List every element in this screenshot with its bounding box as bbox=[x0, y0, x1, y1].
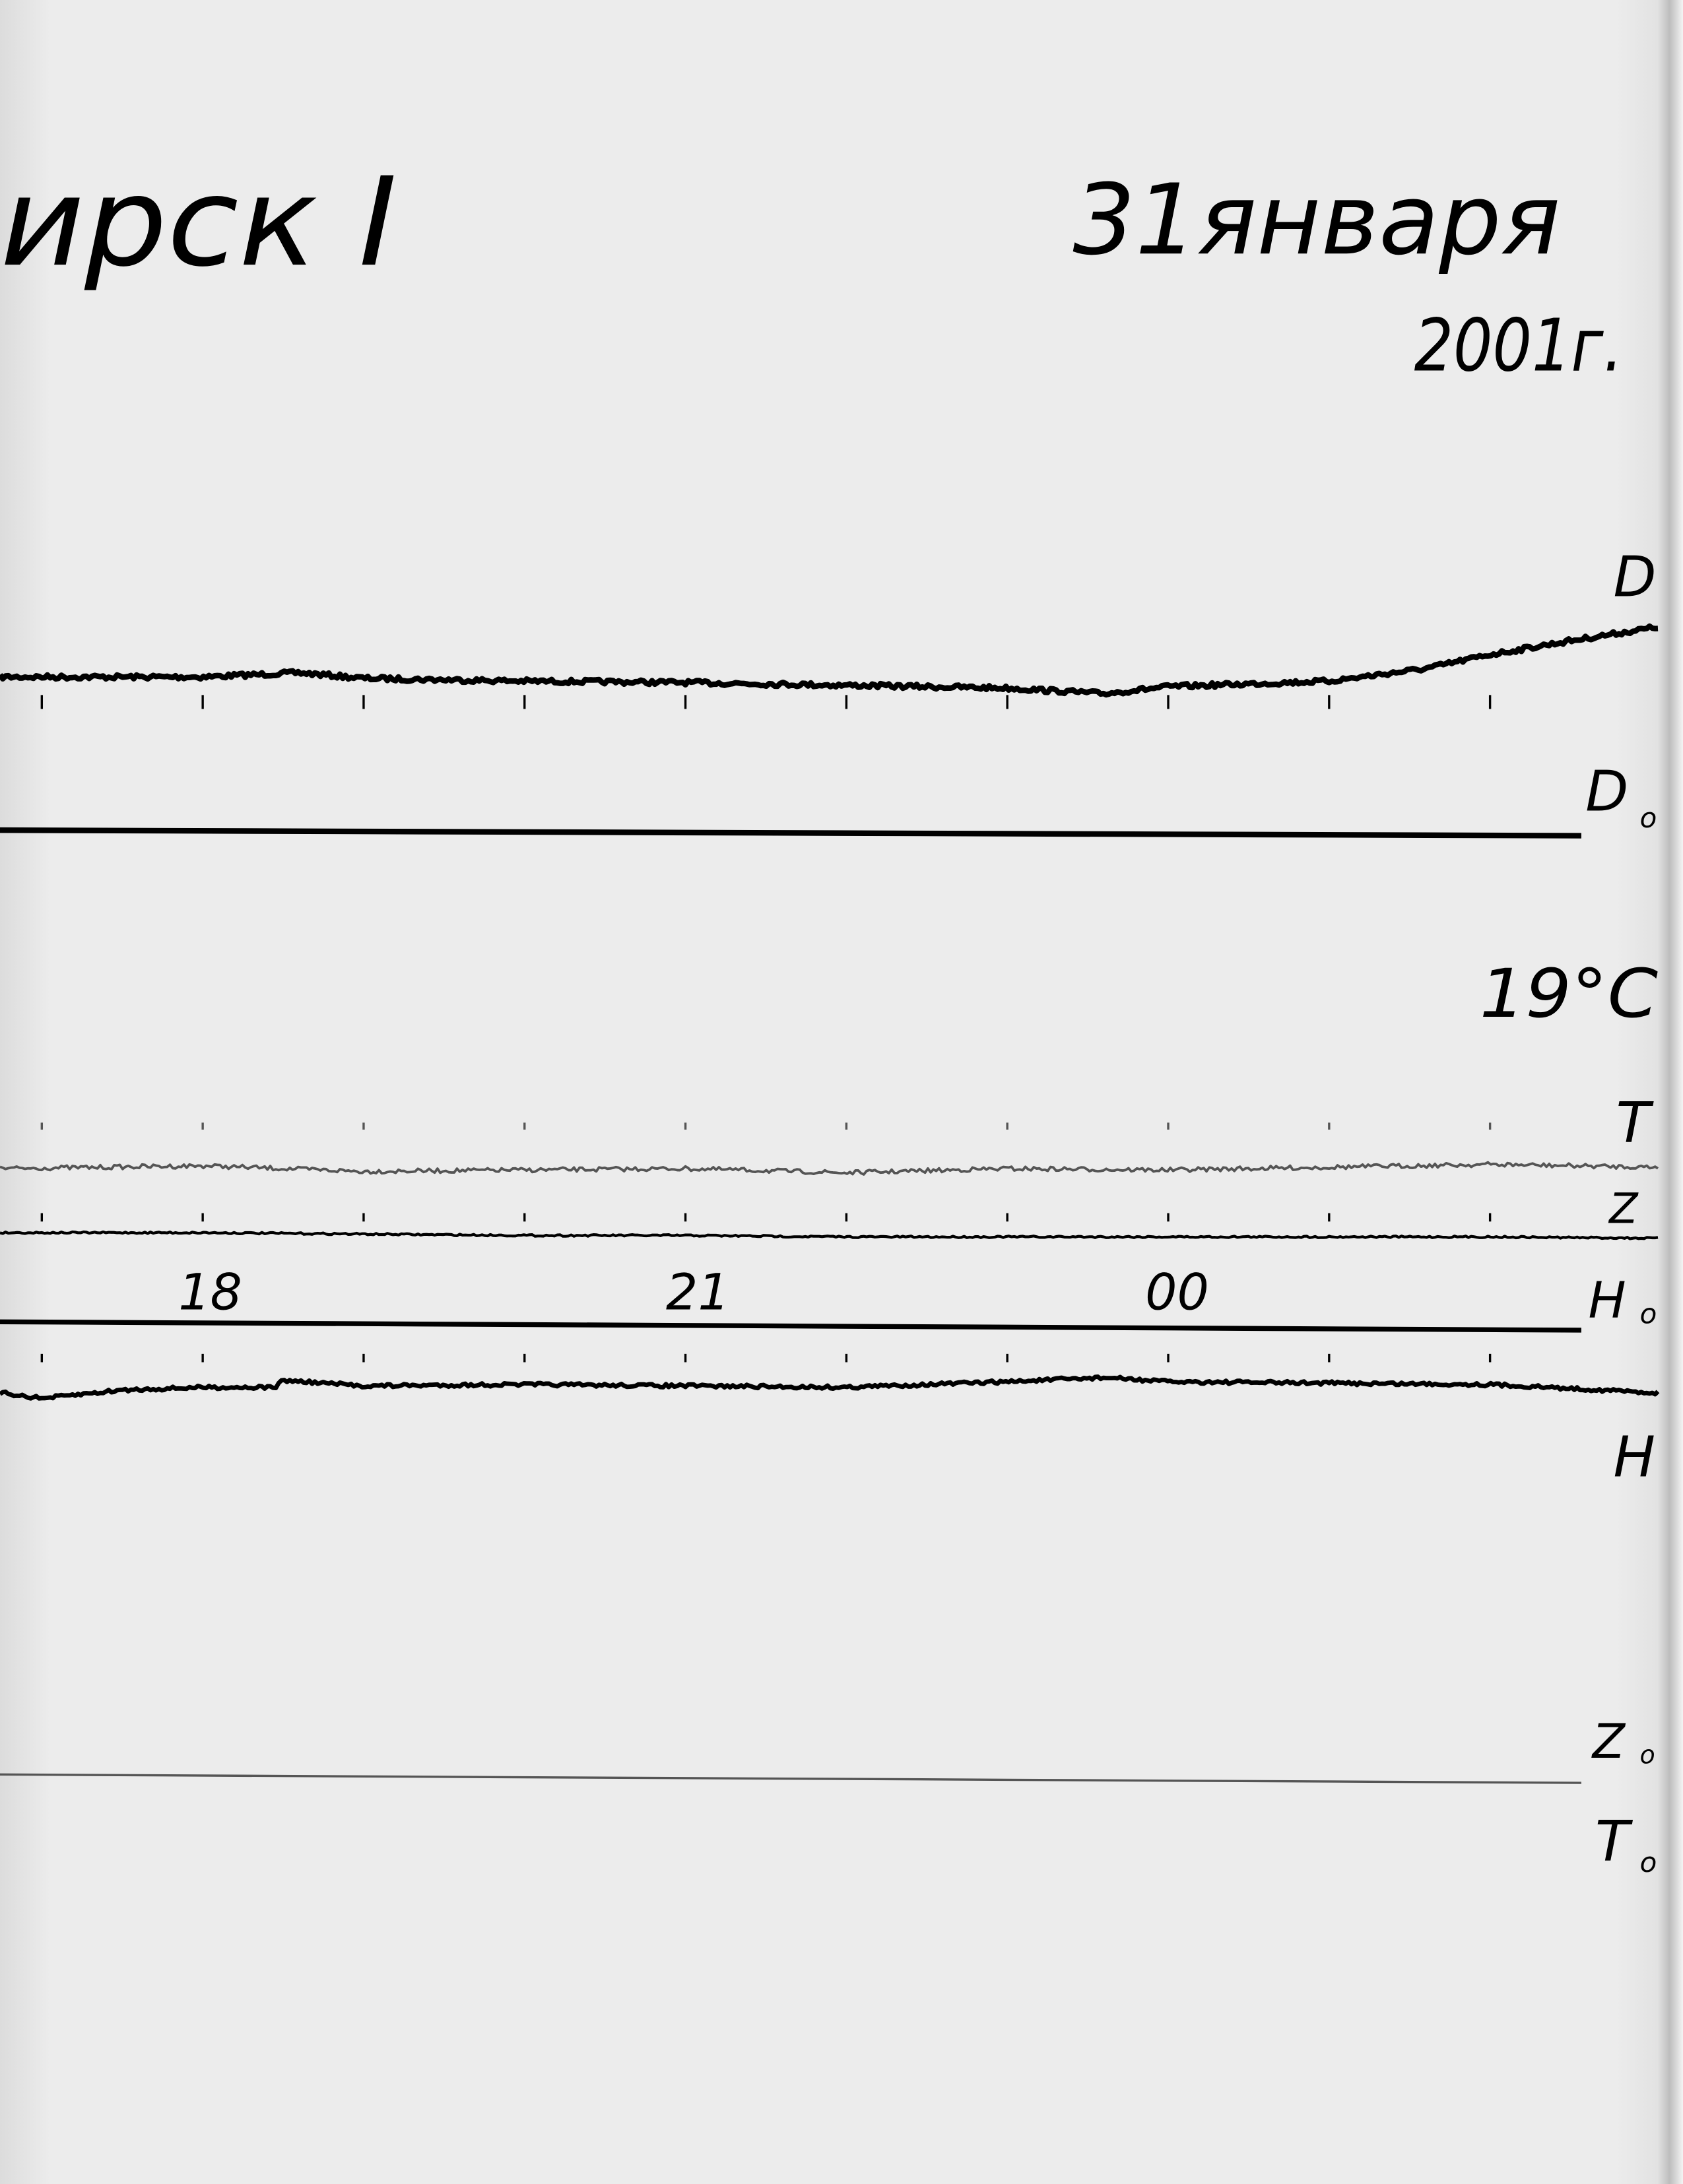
label-H: H bbox=[1613, 1425, 1655, 1490]
label-T0-sub: o bbox=[1640, 1846, 1657, 1879]
x-tick-label: 00 bbox=[1145, 1262, 1209, 1321]
trace-D bbox=[0, 623, 1659, 698]
label-D0-sub: o bbox=[1640, 802, 1657, 834]
date-title: 31января bbox=[1072, 163, 1560, 276]
x-tick-label: 21 bbox=[666, 1262, 730, 1321]
year-title: 2001г. bbox=[1414, 304, 1624, 388]
label-Z0: Z bbox=[1591, 1714, 1626, 1769]
label-T: T bbox=[1616, 1091, 1655, 1155]
label-H0: H bbox=[1588, 1271, 1626, 1330]
label-H0-sub: o bbox=[1640, 1297, 1657, 1330]
temperature-label: 19°C bbox=[1480, 955, 1658, 1033]
label-T0: T bbox=[1595, 1809, 1634, 1874]
label-D0: D bbox=[1585, 759, 1628, 824]
trace-T bbox=[0, 1161, 1659, 1176]
label-D: D bbox=[1613, 545, 1656, 610]
trace-Z bbox=[0, 1230, 1659, 1240]
baseline-D0 bbox=[0, 827, 1581, 839]
label-Z: Z bbox=[1608, 1184, 1639, 1233]
trace-H bbox=[0, 1374, 1660, 1401]
baseline-Z0 bbox=[0, 1773, 1581, 1784]
station-title: ирск I bbox=[0, 151, 397, 294]
baseline-H0 bbox=[0, 1319, 1581, 1333]
label-Z0-sub: o bbox=[1640, 1740, 1655, 1769]
x-tick-label: 18 bbox=[178, 1262, 242, 1321]
